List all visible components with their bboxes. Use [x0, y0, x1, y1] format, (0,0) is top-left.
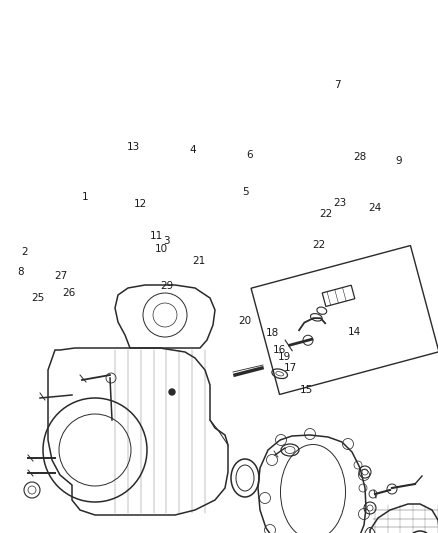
Text: 20: 20: [238, 316, 251, 326]
Text: 27: 27: [54, 271, 67, 281]
Text: 28: 28: [353, 152, 367, 161]
Text: 19: 19: [278, 352, 291, 362]
Text: 5: 5: [242, 187, 249, 197]
Circle shape: [169, 389, 175, 395]
Text: 7: 7: [334, 80, 341, 90]
Text: 24: 24: [368, 203, 381, 213]
Text: 21: 21: [193, 256, 206, 266]
Text: 16: 16: [272, 345, 286, 355]
Text: 4: 4: [189, 146, 196, 155]
Text: 14: 14: [348, 327, 361, 336]
Text: 23: 23: [333, 198, 346, 207]
Text: 13: 13: [127, 142, 140, 151]
Text: 22: 22: [319, 209, 332, 219]
Text: 17: 17: [284, 363, 297, 373]
Text: 9: 9: [395, 156, 402, 166]
Text: 8: 8: [17, 267, 24, 277]
Text: 29: 29: [161, 281, 174, 291]
Text: 10: 10: [155, 245, 168, 254]
Text: 12: 12: [134, 199, 147, 209]
Text: 26: 26: [62, 288, 75, 298]
Text: 22: 22: [312, 240, 325, 250]
Text: 6: 6: [246, 150, 253, 159]
Text: 15: 15: [300, 385, 313, 395]
Text: 3: 3: [163, 236, 170, 246]
Text: 25: 25: [32, 294, 45, 303]
Text: 11: 11: [150, 231, 163, 240]
Text: 18: 18: [266, 328, 279, 338]
Text: 1: 1: [82, 192, 89, 202]
Text: 2: 2: [21, 247, 28, 256]
